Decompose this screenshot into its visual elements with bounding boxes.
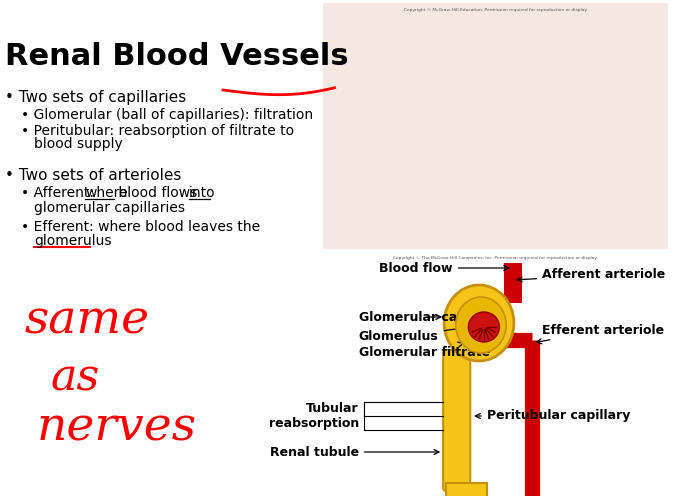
- Text: • Two sets of capillaries: • Two sets of capillaries: [5, 90, 186, 105]
- Text: glomerulus: glomerulus: [34, 234, 111, 248]
- Text: Blood flow: Blood flow: [379, 261, 509, 274]
- Text: as: as: [50, 356, 100, 399]
- Text: • Efferent: where blood leaves the: • Efferent: where blood leaves the: [21, 220, 261, 234]
- FancyBboxPatch shape: [323, 3, 668, 249]
- Text: Afferent arteriole: Afferent arteriole: [517, 268, 665, 282]
- Bar: [446, 483, 486, 496]
- Text: • Two sets of arterioles: • Two sets of arterioles: [5, 168, 181, 183]
- Text: Tubular
reabsorption: Tubular reabsorption: [269, 402, 359, 430]
- Text: Renal tubule: Renal tubule: [269, 445, 439, 458]
- Text: where: where: [85, 186, 128, 200]
- FancyBboxPatch shape: [443, 350, 471, 491]
- Text: • Peritubular: reabsorption of filtrate to: • Peritubular: reabsorption of filtrate …: [21, 124, 294, 138]
- Text: into: into: [189, 186, 216, 200]
- Text: Copyright © The McGraw-Hill Companies, Inc. Permission required for reproduction: Copyright © The McGraw-Hill Companies, I…: [393, 256, 598, 260]
- Text: Renal Blood Vessels: Renal Blood Vessels: [5, 42, 348, 71]
- Text: Glomerular capsule: Glomerular capsule: [359, 310, 495, 323]
- Text: blood flows: blood flows: [115, 186, 202, 200]
- Text: Efferent arteriole: Efferent arteriole: [536, 323, 664, 344]
- Text: Glomerulus: Glomerulus: [359, 326, 466, 344]
- Text: Peritubular capillary: Peritubular capillary: [475, 410, 630, 423]
- Text: • Glomerular (ball of capillaries): filtration: • Glomerular (ball of capillaries): filt…: [21, 108, 314, 122]
- Text: glomerular capillaries: glomerular capillaries: [34, 201, 185, 215]
- Ellipse shape: [468, 312, 500, 342]
- Ellipse shape: [456, 297, 507, 353]
- Text: Blood flow: Blood flow: [0, 495, 1, 496]
- Text: nerves: nerves: [37, 405, 197, 450]
- Text: Copyright © McGraw-Hill Education. Permission required for reproduction or displ: Copyright © McGraw-Hill Education. Permi…: [404, 8, 587, 12]
- Ellipse shape: [444, 285, 514, 361]
- Text: Glomerular filtrate: Glomerular filtrate: [359, 342, 490, 360]
- Text: • Afferent:: • Afferent:: [21, 186, 99, 200]
- Text: blood supply: blood supply: [34, 137, 123, 151]
- Text: same: same: [24, 298, 149, 343]
